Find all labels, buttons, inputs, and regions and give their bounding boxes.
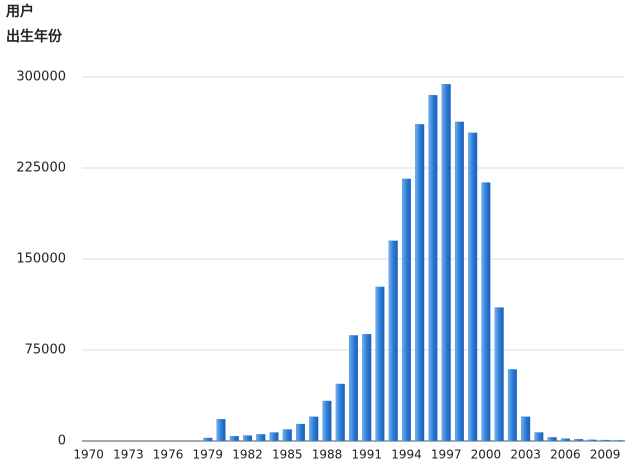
y-tick-label: 300000 bbox=[16, 70, 66, 85]
y-tick-label: 150000 bbox=[16, 252, 66, 267]
bar bbox=[269, 432, 279, 442]
bar bbox=[613, 440, 623, 442]
bar bbox=[441, 84, 451, 442]
bar bbox=[521, 416, 531, 442]
bar bbox=[322, 400, 332, 442]
bar bbox=[401, 178, 411, 442]
bar bbox=[216, 419, 226, 442]
bar bbox=[534, 432, 544, 442]
bar bbox=[348, 335, 359, 442]
x-tick-label: 1988 bbox=[312, 448, 343, 462]
x-tick-label: 1997 bbox=[431, 448, 462, 462]
x-tick-label: 1976 bbox=[153, 448, 184, 462]
bar bbox=[256, 434, 266, 442]
x-tick-label: 1979 bbox=[193, 448, 224, 462]
bar bbox=[494, 307, 504, 442]
bar bbox=[600, 439, 610, 442]
bar bbox=[574, 439, 584, 442]
x-tick-label: 1982 bbox=[232, 448, 263, 462]
bar bbox=[309, 416, 319, 442]
bar bbox=[203, 437, 213, 442]
x-tick-label: 2000 bbox=[471, 448, 502, 462]
x-tick-label: 1985 bbox=[272, 448, 303, 462]
bar bbox=[362, 334, 372, 442]
y-tick-label: 225000 bbox=[16, 161, 66, 176]
x-tick-label: 2006 bbox=[550, 448, 581, 462]
x-tick-label: 1973 bbox=[113, 448, 144, 462]
bar bbox=[468, 132, 478, 442]
bar bbox=[587, 439, 597, 442]
x-tick-label: 2003 bbox=[510, 448, 541, 462]
bar bbox=[335, 383, 345, 442]
bar bbox=[296, 423, 306, 442]
chart-title: 用户 bbox=[6, 3, 34, 20]
bar bbox=[243, 435, 253, 442]
bar bbox=[229, 435, 239, 442]
bar bbox=[375, 286, 385, 442]
bar bbox=[388, 240, 398, 442]
bar bbox=[481, 182, 491, 442]
bar bbox=[282, 429, 292, 442]
chart-title: 出生年份 bbox=[6, 28, 63, 45]
bar bbox=[428, 95, 438, 442]
bar bbox=[415, 124, 425, 442]
y-tick-label: 0 bbox=[58, 434, 66, 449]
bar bbox=[454, 121, 464, 442]
y-tick-label: 75000 bbox=[25, 343, 66, 358]
x-tick-label: 1991 bbox=[351, 448, 382, 462]
x-tick-label: 1994 bbox=[391, 448, 422, 462]
bar bbox=[507, 369, 517, 442]
bar bbox=[560, 438, 570, 442]
x-tick-label: 1970 bbox=[73, 448, 104, 462]
bar bbox=[547, 437, 557, 442]
x-tick-label: 2009 bbox=[590, 448, 621, 462]
